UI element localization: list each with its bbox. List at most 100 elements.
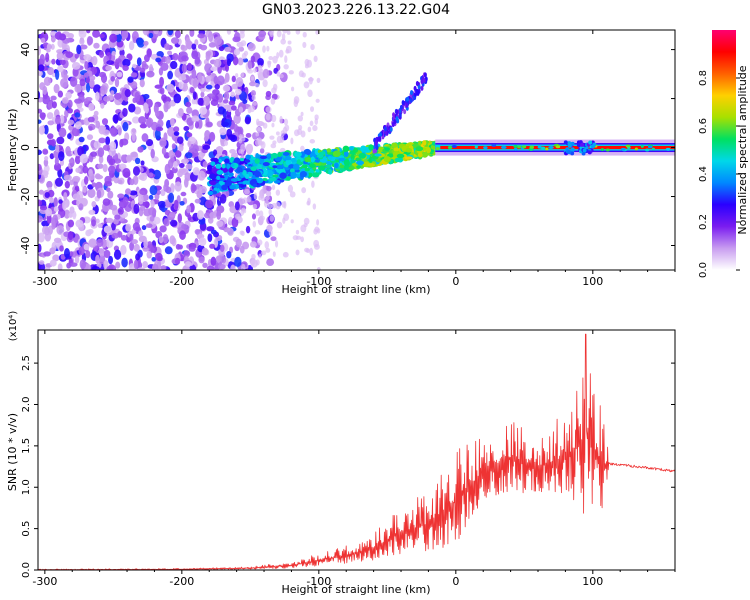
noise-blob bbox=[237, 57, 244, 66]
noise-blob bbox=[257, 57, 264, 67]
noise-blob bbox=[108, 165, 116, 174]
track-blob bbox=[328, 169, 333, 175]
track-blob bbox=[317, 165, 326, 171]
noise-blob bbox=[69, 251, 74, 257]
noise-blob bbox=[168, 149, 176, 159]
noise-blob bbox=[252, 220, 257, 228]
track-blob bbox=[242, 169, 247, 176]
snr-x-ticks: -300 -200 -100 0 100 bbox=[32, 330, 676, 588]
noise-blob bbox=[55, 116, 61, 125]
noise-blob bbox=[262, 79, 268, 88]
noise-blob bbox=[133, 203, 140, 214]
track-blob bbox=[368, 144, 374, 151]
noise-blob bbox=[39, 54, 45, 65]
noise-blob bbox=[79, 78, 86, 87]
track-blob bbox=[230, 163, 235, 168]
noise-blob bbox=[223, 140, 229, 146]
noise-blob bbox=[268, 30, 275, 35]
track-blob bbox=[224, 158, 230, 164]
noise-blob bbox=[67, 133, 72, 140]
noise-blob bbox=[98, 125, 106, 135]
noise-blob bbox=[79, 38, 85, 45]
noise-blob bbox=[203, 135, 209, 142]
noise-blob bbox=[50, 43, 55, 50]
noise-blob bbox=[122, 58, 131, 67]
noise-blob bbox=[233, 113, 241, 125]
noise-blob bbox=[142, 93, 150, 100]
noise-blob bbox=[260, 121, 265, 127]
noise-blob bbox=[58, 127, 67, 138]
noise-blob bbox=[187, 140, 192, 148]
stable-line-blip bbox=[548, 145, 554, 149]
noise-blob bbox=[109, 141, 117, 152]
noise-blob bbox=[52, 254, 60, 262]
noise-blob bbox=[69, 179, 74, 186]
stable-line-blip bbox=[651, 147, 655, 151]
noise-blob bbox=[105, 136, 111, 146]
track-blob bbox=[338, 157, 346, 162]
track-blob bbox=[417, 152, 423, 158]
noise-blob bbox=[91, 182, 97, 188]
noise-blob bbox=[114, 92, 121, 101]
noise-blob bbox=[194, 229, 200, 235]
track-blob bbox=[275, 180, 281, 184]
noise-blob bbox=[57, 263, 63, 270]
noise-blob bbox=[191, 184, 197, 192]
noise-blob bbox=[246, 146, 251, 153]
noise-blob bbox=[91, 219, 96, 227]
track-blob bbox=[309, 163, 316, 168]
noise-blob bbox=[174, 181, 182, 192]
stable-line-blip bbox=[588, 140, 593, 145]
noise-blob bbox=[313, 55, 318, 62]
noise-blob bbox=[95, 254, 100, 264]
noise-blob bbox=[240, 72, 245, 78]
spectrogram-x-axis-label: Height of straight line (km) bbox=[281, 283, 430, 296]
noise-blob bbox=[131, 239, 138, 245]
stable-line-blip bbox=[600, 148, 604, 152]
noise-blob bbox=[290, 219, 294, 224]
noise-blob bbox=[74, 112, 81, 118]
branch-blob bbox=[420, 85, 424, 91]
noise-blob bbox=[260, 141, 266, 149]
stable-line-blip bbox=[665, 147, 671, 151]
noise-blob bbox=[265, 113, 271, 121]
noise-blob bbox=[252, 101, 258, 106]
noise-blob bbox=[191, 115, 200, 123]
noise-blob bbox=[69, 206, 75, 214]
noise-blob bbox=[297, 115, 304, 122]
noise-blob bbox=[56, 136, 65, 145]
noise-blob bbox=[224, 46, 232, 53]
noise-blob bbox=[173, 161, 178, 169]
noise-blob bbox=[38, 125, 45, 135]
noise-blob bbox=[306, 59, 313, 68]
track-blob bbox=[286, 176, 291, 181]
noise-blob bbox=[208, 31, 214, 43]
noise-blob bbox=[235, 77, 244, 88]
track-blob bbox=[262, 168, 268, 176]
noise-blob bbox=[210, 66, 218, 72]
noise-blob bbox=[214, 83, 220, 90]
noise-blob bbox=[221, 121, 230, 127]
noise-blob bbox=[216, 93, 224, 103]
noise-blob bbox=[68, 212, 73, 218]
noise-blob bbox=[254, 82, 260, 88]
noise-blob bbox=[272, 140, 277, 145]
colorbar-scale bbox=[712, 30, 736, 270]
stable-line-blip bbox=[620, 147, 626, 151]
noise-blob bbox=[152, 216, 161, 225]
branch-blob bbox=[415, 80, 419, 86]
noise-blob bbox=[303, 81, 310, 89]
track-blob bbox=[230, 178, 239, 182]
noise-blob bbox=[295, 249, 300, 256]
noise-blob bbox=[286, 30, 291, 35]
noise-blob bbox=[44, 192, 50, 198]
noise-blob bbox=[138, 116, 146, 124]
spectrogram-heatmap bbox=[38, 30, 675, 270]
noise-blob bbox=[183, 125, 190, 132]
noise-blob bbox=[137, 267, 146, 270]
noise-blob bbox=[258, 30, 267, 38]
track-blob bbox=[292, 163, 300, 171]
noise-blob bbox=[132, 116, 140, 124]
noise-blob bbox=[133, 259, 139, 270]
